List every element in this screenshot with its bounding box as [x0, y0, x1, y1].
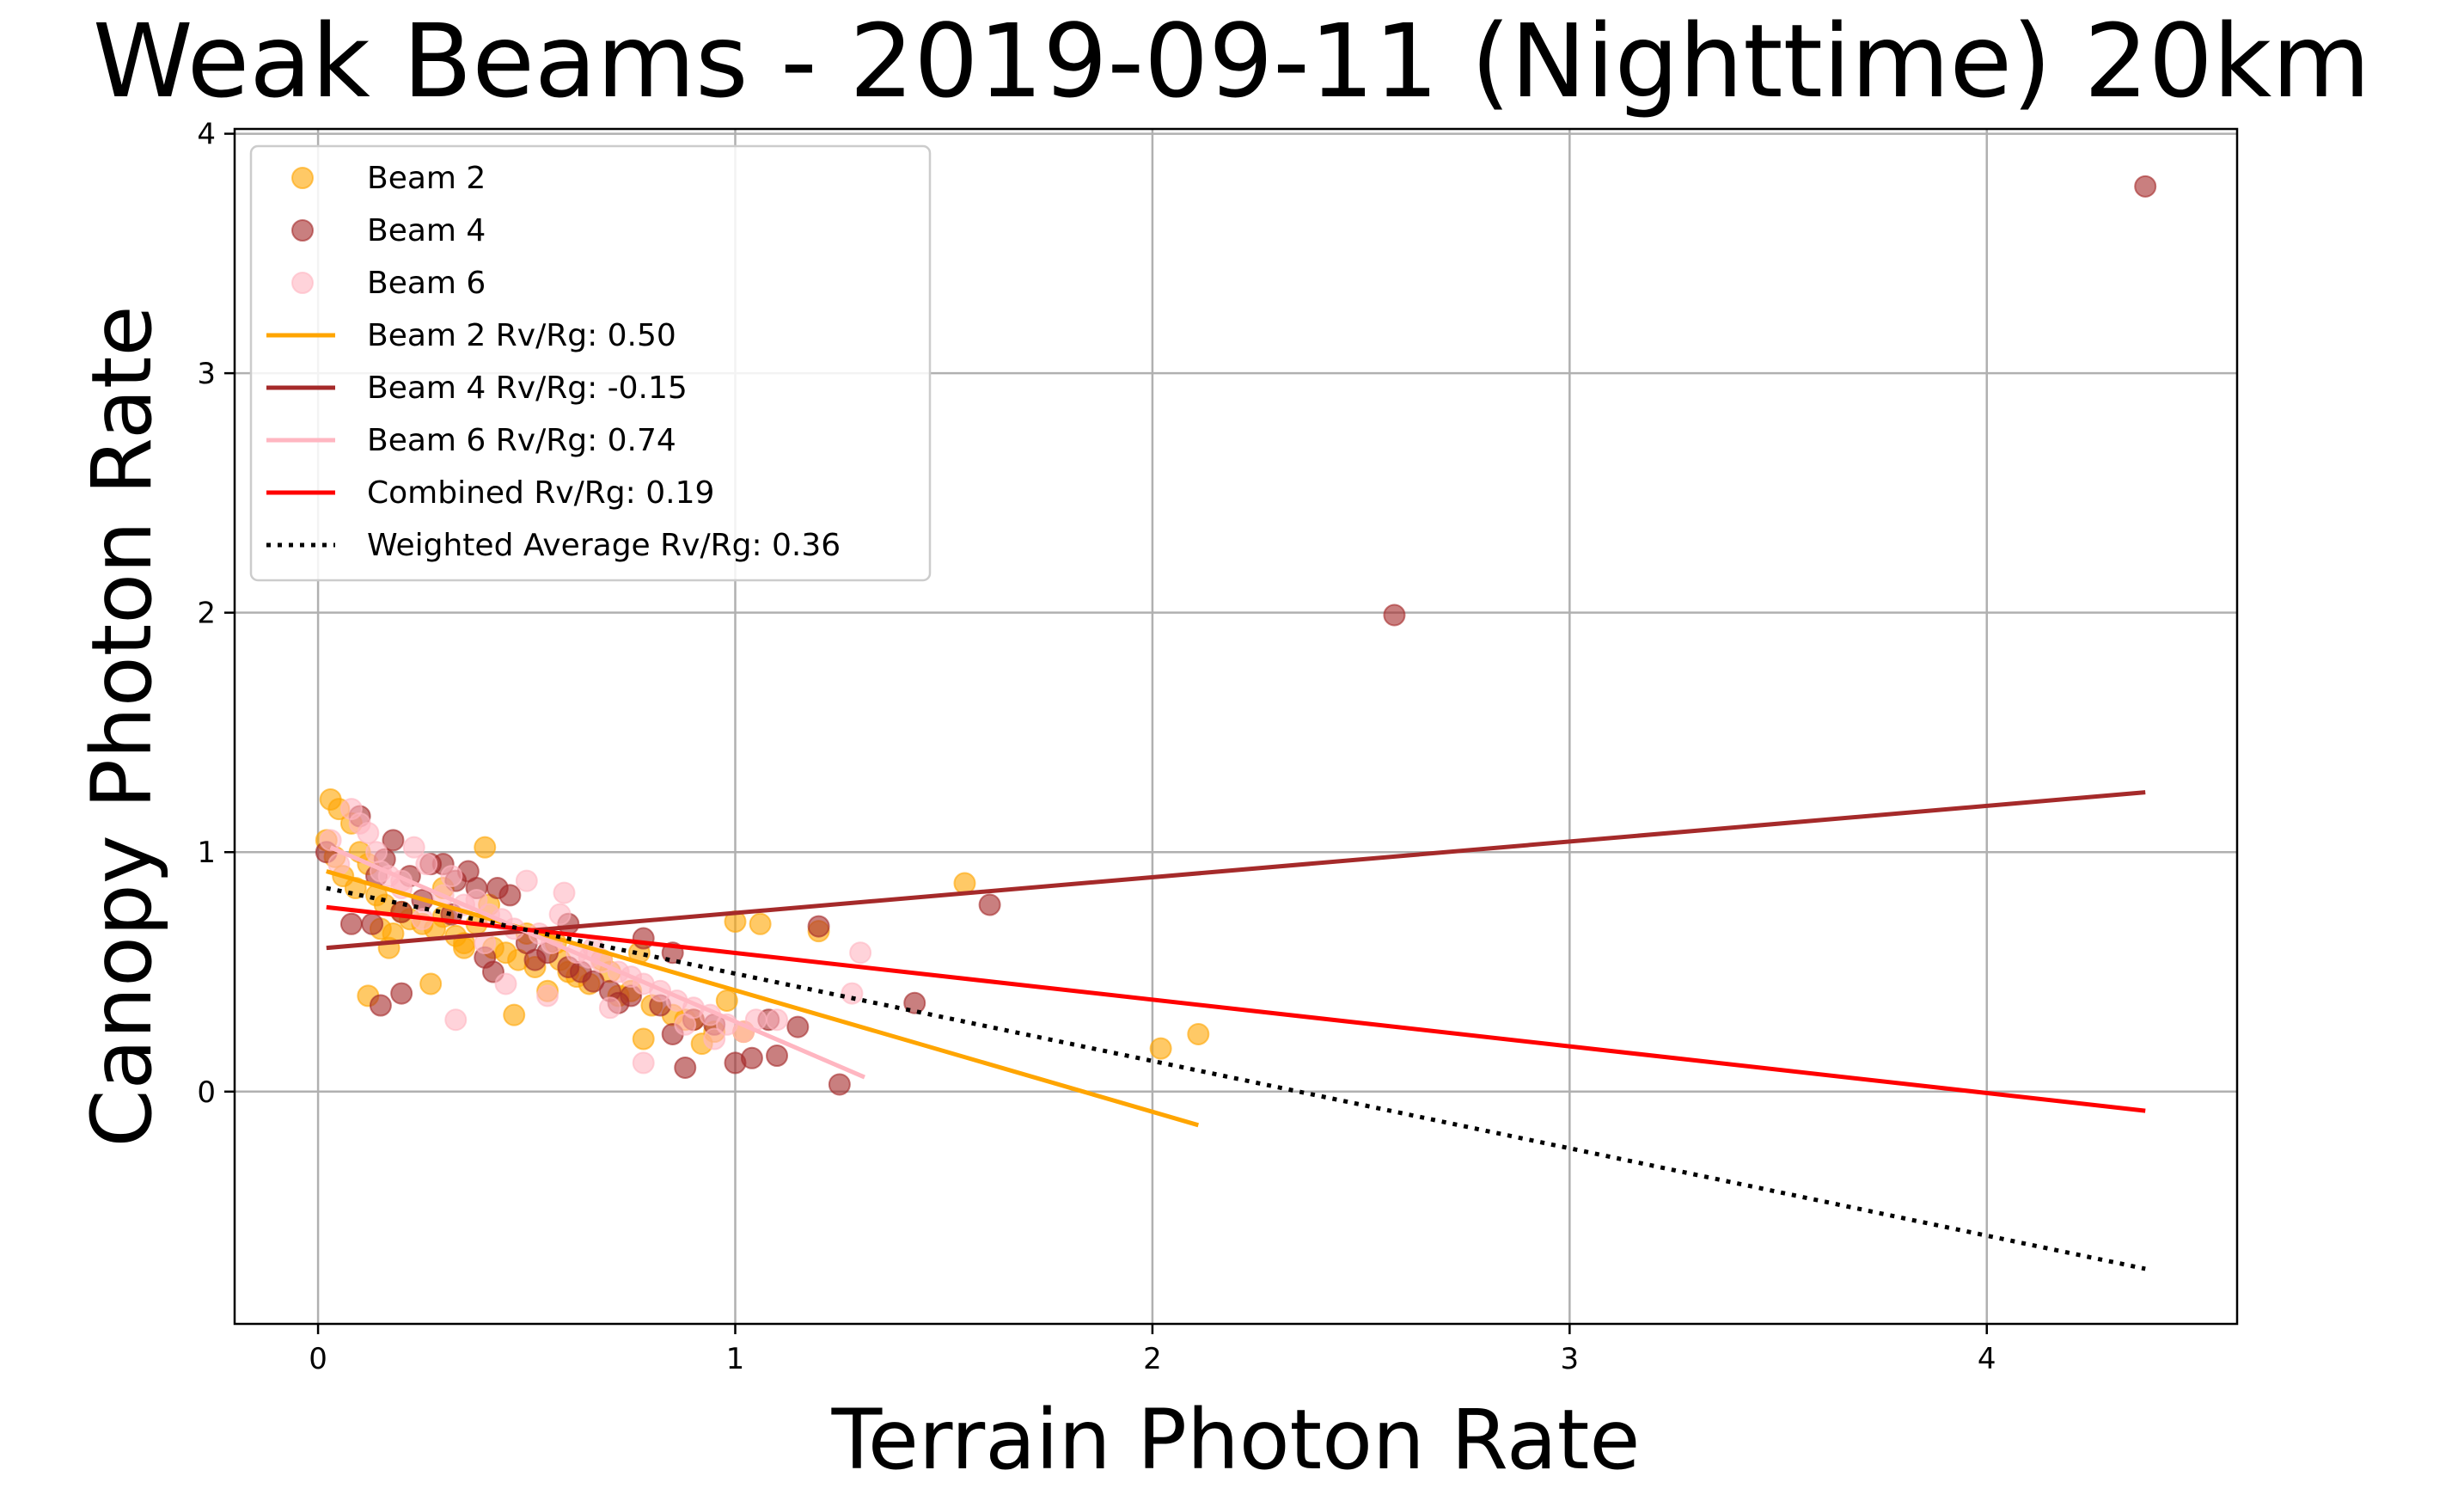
scatter-point: [598, 996, 621, 1020]
legend-label: Beam 2 Rv/Rg: 0.50: [367, 318, 676, 353]
scatter-point: [369, 994, 392, 1017]
scatter-point: [841, 982, 864, 1005]
scatter-point: [1187, 1022, 1210, 1045]
scatter-point: [807, 915, 830, 938]
scatter-point: [536, 984, 559, 1008]
scatter-point: [978, 893, 1001, 916]
scatter-point: [849, 941, 872, 965]
legend-label: Combined Rv/Rg: 0.19: [367, 475, 714, 511]
scatter-point: [740, 1046, 763, 1069]
scatter-point: [390, 900, 413, 923]
legend-label: Beam 4: [367, 213, 486, 248]
scatter-point: [582, 970, 605, 993]
scatter-point: [361, 912, 384, 935]
scatter-point: [515, 869, 538, 892]
scatter-point: [632, 1051, 655, 1075]
x-tick-label: 0: [309, 1342, 327, 1376]
scatter-point: [382, 829, 405, 852]
legend-marker: [291, 219, 314, 242]
scatter-point: [674, 1013, 697, 1036]
scatter-point: [703, 1027, 726, 1051]
x-tick-label: 1: [726, 1342, 745, 1376]
scatter-point: [498, 884, 522, 907]
x-tick-label: 3: [1561, 1342, 1580, 1376]
scatter-point: [766, 1044, 789, 1068]
scatter-point: [339, 912, 363, 935]
regression-line: [326, 885, 2146, 1271]
y-tick-label: 3: [197, 357, 216, 391]
y-tick-label: 2: [197, 597, 216, 631]
scatter-point: [357, 821, 380, 844]
scatter-point: [674, 1056, 697, 1079]
scatter-point: [440, 865, 463, 888]
plot-data: [315, 175, 2157, 1271]
scatter-point: [452, 936, 475, 959]
scatter-point: [632, 1027, 655, 1051]
legend-label: Beam 6 Rv/Rg: 0.74: [367, 423, 676, 458]
scatter-point: [786, 1015, 810, 1038]
x-tick-label: 2: [1143, 1342, 1162, 1376]
legend-label: Beam 6: [367, 266, 486, 301]
regression-line: [329, 845, 865, 1080]
scatter-point: [828, 1073, 851, 1096]
scatter-point: [953, 872, 976, 895]
legend-label: Beam 2: [367, 161, 486, 196]
legend-marker: [291, 167, 314, 189]
scatter-point: [715, 989, 738, 1012]
scatter-point: [503, 1003, 526, 1026]
legend-label: Weighted Average Rv/Rg: 0.36: [367, 528, 841, 563]
scatter-point: [415, 853, 438, 876]
scatter-point: [402, 836, 425, 859]
legend-label: Beam 4 Rv/Rg: -0.15: [367, 371, 688, 406]
scatter-point: [474, 836, 497, 859]
legend-marker: [291, 272, 314, 294]
y-tick-label: 1: [197, 836, 216, 870]
scatter-point: [553, 881, 576, 904]
regression-line: [326, 869, 1200, 1128]
legend-box: [249, 144, 932, 582]
regression-line: [326, 904, 2146, 1113]
x-axis-label: Terrain Photon Rate: [831, 1392, 1641, 1488]
scatter-point: [444, 1008, 468, 1032]
legend: Beam 2 Beam 4 Beam 6 Beam 2 Rv/Rg: 0.50 Beam…: [249, 144, 932, 582]
y-axis-label: Canopy Photon Rate: [74, 305, 170, 1147]
scatter-point: [2134, 175, 2157, 198]
scatter-point: [390, 982, 413, 1005]
scatter-point: [1383, 603, 1406, 627]
scatter-point: [548, 903, 572, 926]
axis-ticks: 0 1 2 3 4 0 1 2 3 4: [197, 118, 1996, 1376]
chart-title: Weak Beams - 2019-09-11 (Nighttime) 20km: [93, 2, 2370, 120]
scatter-point: [365, 841, 388, 864]
scatter-point: [749, 912, 772, 935]
scatter-point: [523, 948, 547, 971]
y-tick-label: 0: [197, 1075, 216, 1110]
scatter-point: [1149, 1037, 1172, 1060]
plot-frame: [233, 127, 2239, 1326]
regression-line: [326, 790, 2146, 951]
scatter-point: [766, 1008, 789, 1032]
x-tick-label: 4: [1978, 1342, 1996, 1376]
scatter-point: [494, 972, 517, 995]
scatter-point: [319, 829, 342, 852]
scatter-point: [419, 972, 443, 995]
y-tick-label: 4: [197, 118, 216, 152]
